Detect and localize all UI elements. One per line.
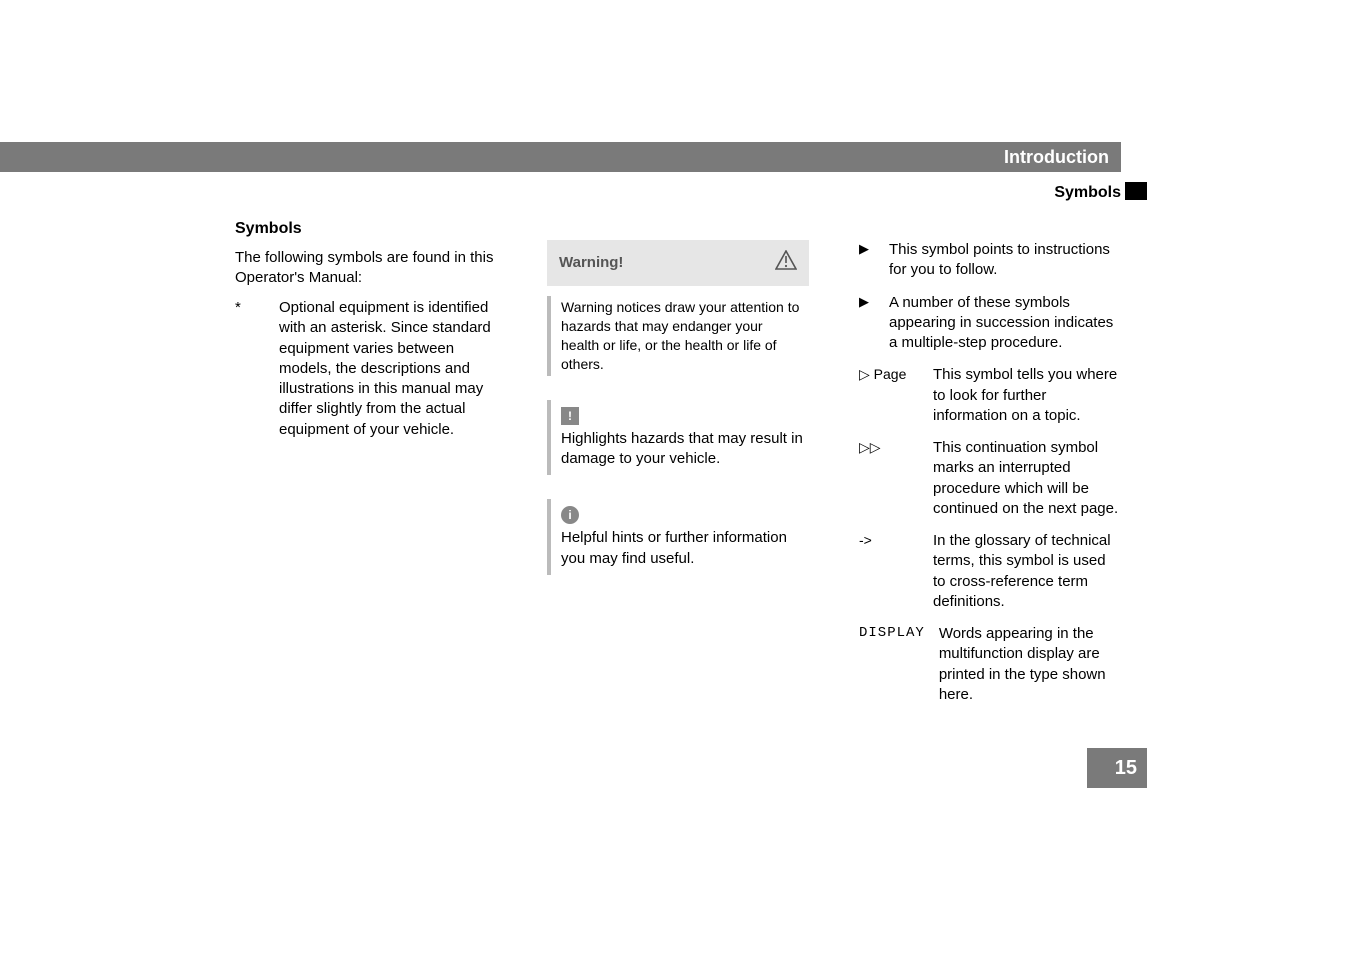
- page-ref-symbol: ▷ Page: [859, 365, 919, 426]
- symbols-heading: Symbols: [235, 218, 497, 240]
- display-row: DISPLAY Words appearing in the multi­fun…: [859, 624, 1121, 705]
- hazard-note: ! Highlights hazards that may result in …: [547, 400, 809, 476]
- crossref-text: In the glossary of technical terms, this…: [933, 531, 1121, 612]
- column-1: Symbols The following symbols are found …: [235, 210, 497, 717]
- asterisk-symbol: *: [235, 298, 261, 440]
- page-number: 15: [1087, 748, 1147, 788]
- instruction-symbol-row: ▶ This symbol points to instructions for…: [859, 240, 1121, 281]
- continuation-row: ▷▷ This continuation symbol marks an int…: [859, 438, 1121, 519]
- section-header: Symbols: [1054, 182, 1121, 204]
- crossref-symbol: ->: [859, 531, 919, 612]
- page-ref-text: This symbol tells you where to look for …: [933, 365, 1121, 426]
- column-2: Warning! Warning notices draw your atten…: [547, 210, 809, 717]
- intro-text: The following symbols are found in this …: [235, 248, 497, 289]
- multistep-arrow-icon: ▶: [859, 293, 875, 354]
- display-text: Words appearing in the multi­function di…: [939, 624, 1121, 705]
- multistep-text: A number of these symbols appearing in s…: [889, 293, 1121, 354]
- display-symbol: DISPLAY: [859, 624, 925, 705]
- continuation-text: This continuation symbol marks an interr…: [933, 438, 1121, 519]
- info-icon: i: [561, 506, 579, 524]
- warning-box: Warning!: [547, 240, 809, 286]
- asterisk-text: Optional equipment is identified with an…: [279, 298, 497, 440]
- chapter-header: Introduction: [0, 142, 1121, 172]
- info-text: Helpful hints or further information you…: [561, 528, 803, 569]
- instruction-text: This symbol points to instructions for y…: [889, 240, 1121, 281]
- hazard-text: Highlights hazards that may result in da…: [561, 429, 803, 470]
- continuation-symbol: ▷▷: [859, 438, 919, 519]
- instruction-arrow-icon: ▶: [859, 240, 875, 281]
- warning-title: Warning!: [559, 253, 623, 273]
- info-note: i Helpful hints or further information y…: [547, 499, 809, 575]
- warning-body: Warning notices draw your attention to h…: [547, 296, 809, 376]
- page-ref-row: ▷ Page This symbol tells you where to lo…: [859, 365, 1121, 426]
- section-marker: [1125, 182, 1147, 200]
- asterisk-definition: * Optional equipment is identified with …: [235, 298, 497, 440]
- warning-triangle-icon: [775, 250, 797, 276]
- page-content: Symbols The following symbols are found …: [235, 210, 1121, 717]
- column-3: ▶ This symbol points to instructions for…: [859, 240, 1121, 717]
- exclamation-icon: !: [561, 407, 579, 425]
- crossref-row: -> In the glossary of technical terms, t…: [859, 531, 1121, 612]
- multistep-symbol-row: ▶ A number of these symbols appearing in…: [859, 293, 1121, 354]
